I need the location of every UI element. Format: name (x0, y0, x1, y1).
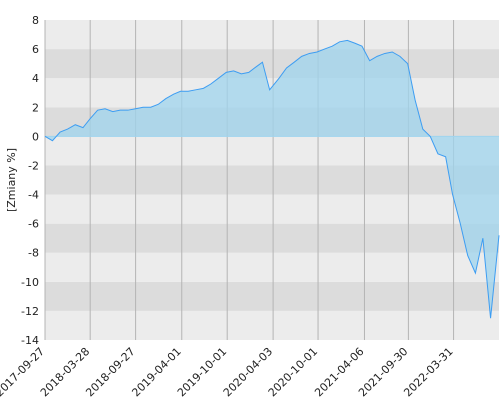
y-tick-label: 0 (32, 130, 39, 143)
line (44, 39, 500, 319)
y-tick-label: 2 (32, 101, 39, 114)
y-tick-label: -10 (21, 276, 39, 289)
grid-band (45, 252, 499, 282)
y-tick-label: 8 (32, 14, 39, 27)
plot-background (45, 20, 499, 340)
y-tick-label: -4 (28, 189, 39, 202)
grid-band (45, 194, 499, 224)
y-tick-label: -8 (28, 247, 39, 260)
area (45, 40, 499, 319)
grid-band (45, 165, 499, 195)
y-axis-label: [Zmiany %] (5, 148, 18, 212)
y-tick-label: -6 (28, 218, 39, 231)
grid-band (45, 49, 499, 79)
y-tick-label: 6 (32, 43, 39, 56)
grid-band (45, 20, 499, 50)
y-tick-label: -14 (21, 334, 39, 347)
grid-band (45, 136, 499, 166)
y-tick-label: -2 (28, 159, 39, 172)
y-tick-label: 4 (32, 72, 39, 85)
y-tick-label: -12 (21, 305, 39, 318)
grid-band (45, 223, 499, 253)
grid-band (45, 281, 499, 311)
grid-band (45, 310, 499, 340)
